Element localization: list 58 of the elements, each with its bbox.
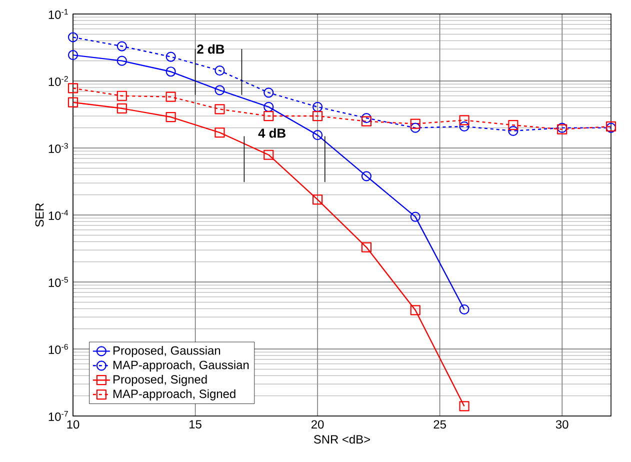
point xyxy=(410,212,420,222)
legend-label: Proposed, Gaussian xyxy=(114,346,220,358)
x-tick-label: 15 xyxy=(190,420,202,429)
point xyxy=(508,120,518,130)
point xyxy=(166,66,176,77)
y-tick-label: 10$^{-6}$ xyxy=(48,344,68,354)
point xyxy=(361,116,372,126)
annotation: 2 dB xyxy=(197,44,224,54)
x-tick-label: 30 xyxy=(556,420,568,429)
point xyxy=(214,104,225,114)
x-tick-label: 20 xyxy=(311,420,324,429)
point xyxy=(459,115,470,126)
point xyxy=(116,56,127,66)
point xyxy=(459,401,470,412)
y-tick-label: 10$^{-7}$ xyxy=(48,411,68,421)
x-tick-label: 25 xyxy=(434,420,446,429)
point xyxy=(508,126,518,136)
point xyxy=(214,128,225,138)
point xyxy=(361,112,372,124)
y-tick-label: 10$^{-2}$ xyxy=(48,76,68,86)
point xyxy=(312,110,323,122)
point xyxy=(410,118,420,129)
point xyxy=(312,130,323,140)
point xyxy=(166,92,176,102)
y-tick-label: 10$^{-3}$ xyxy=(48,142,68,154)
point xyxy=(116,103,127,114)
x-tick-label: 10 xyxy=(67,420,80,429)
point xyxy=(214,85,225,96)
legend-label: MAP-approach, Signed xyxy=(114,389,236,400)
point xyxy=(116,90,127,101)
point xyxy=(264,88,274,98)
point xyxy=(68,83,78,94)
point xyxy=(459,121,470,132)
point xyxy=(214,66,225,76)
point xyxy=(166,52,176,62)
point xyxy=(264,150,274,160)
point xyxy=(116,41,127,52)
point xyxy=(312,194,323,205)
point xyxy=(264,102,274,112)
legend-label: Proposed, Signed xyxy=(114,374,207,386)
point xyxy=(264,110,274,122)
point xyxy=(312,102,323,112)
y-axis-title: SER xyxy=(35,203,44,227)
point xyxy=(166,112,176,122)
point xyxy=(410,122,420,133)
annotation: 4 dB xyxy=(258,128,286,138)
point xyxy=(68,97,78,108)
point xyxy=(68,32,78,42)
point xyxy=(410,305,420,316)
point xyxy=(361,171,372,182)
x-axis-title: SNR <dB> xyxy=(314,434,370,444)
legend-label: MAP-approach, Gaussian xyxy=(114,360,249,372)
point xyxy=(459,304,470,314)
y-tick-label: 10$^{-1}$ xyxy=(48,9,68,19)
y-tick-label: 10$^{-4}$ xyxy=(48,210,68,220)
point xyxy=(68,50,78,60)
y-tick-label: 10$^{-5}$ xyxy=(48,277,68,287)
point xyxy=(361,242,372,252)
